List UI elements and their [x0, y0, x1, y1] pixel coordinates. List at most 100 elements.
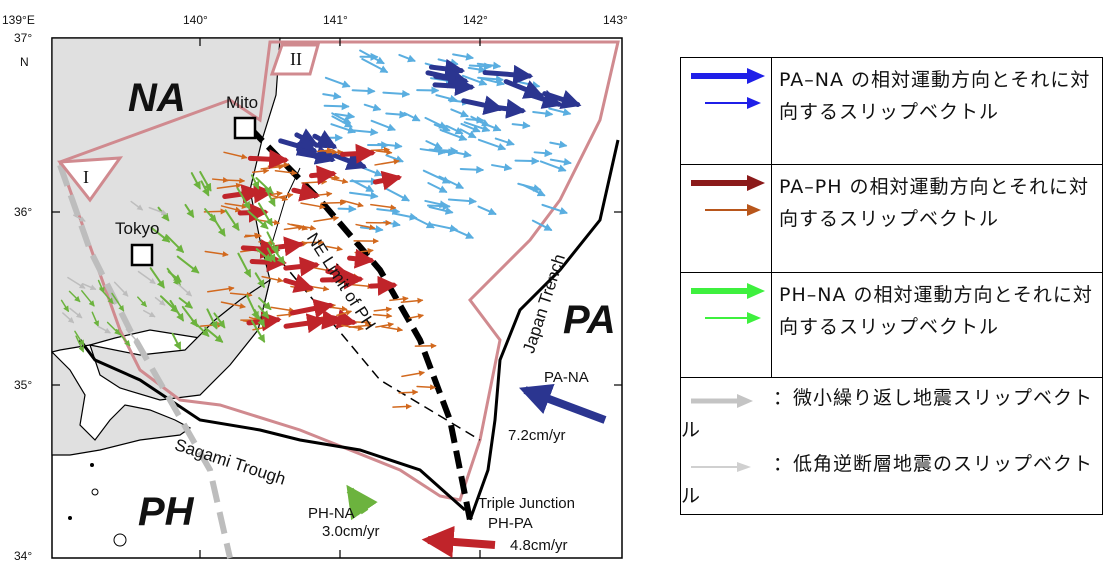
plate-label-na: NA [128, 76, 186, 120]
slip-vector-darkblue [503, 79, 545, 99]
lat-tick-34: 34° [14, 549, 33, 563]
slip-vector-red [247, 149, 290, 170]
slip-vector-red [237, 202, 269, 223]
slip-vector-orange [243, 232, 261, 239]
gray-arrow-icon [681, 389, 773, 409]
slip-vector-orange [408, 313, 424, 320]
slip-vector-blue [465, 115, 485, 124]
slip-vector-orange [229, 291, 253, 298]
slip-vector-green [97, 279, 105, 294]
slip-vector-green [213, 312, 226, 329]
slip-vector-blue [428, 206, 454, 215]
slip-vector-orange [274, 169, 298, 176]
legend-footer-thrust: ：低角逆断層地震のスリップベクトル [681, 448, 1102, 512]
arrow-right-icon [691, 175, 765, 216]
slip-vector-green [210, 213, 226, 237]
slip-vector-green [267, 241, 285, 265]
slip-vector-blue [382, 89, 411, 98]
lat-hemisphere: N [20, 55, 29, 69]
slip-vector-darkblue [428, 58, 466, 79]
slip-vector-red [283, 273, 315, 293]
slip-vector-green [199, 170, 212, 192]
slip-vector-green [91, 311, 99, 327]
slip-vector-darkblue [432, 76, 476, 97]
slip-vector-blue [435, 94, 458, 103]
slip-vector-green [115, 329, 131, 347]
lat-tick-36: 36° [14, 205, 33, 219]
slip-vector-green [255, 177, 274, 195]
slip-vector-darkblue [482, 64, 534, 85]
slip-vector-green [149, 267, 165, 289]
slip-vector-blue [517, 182, 542, 192]
slip-vector-green [74, 330, 85, 347]
slip-vectors [60, 49, 582, 410]
slip-vector-green [68, 290, 81, 303]
slip-vector-red [249, 252, 287, 273]
slip-vector-blue [385, 110, 408, 119]
slip-vector-blue [494, 137, 515, 147]
lon-tick-141: 141° [323, 13, 348, 27]
slip-vector-green [176, 255, 200, 274]
slip-vector-blue [477, 205, 497, 216]
slip-vector-gray [113, 281, 129, 297]
slip-vector-green [178, 297, 193, 309]
legend-icon-pa-ph [681, 165, 772, 272]
slip-vector-orange [389, 295, 409, 302]
slip-vector-orange [398, 389, 419, 396]
slip-vector-blue [439, 128, 468, 141]
slip-vector-darkblue [312, 130, 338, 149]
slip-vector-green [150, 226, 171, 243]
pa-na-rate: 7.2cm/yr [508, 427, 566, 444]
slip-vector-orange [372, 312, 393, 319]
legend-footer-repeaters-text: ：微小繰り返し地震スリップベクトル [681, 387, 1094, 441]
slip-vector-blue [428, 146, 459, 155]
slip-vector-orange [373, 306, 393, 313]
slip-vector-darkblue [461, 95, 504, 115]
slip-vector-blue [361, 58, 389, 73]
slip-vector-red [240, 239, 281, 260]
mito-square [233, 116, 257, 140]
slip-vector-blue [331, 115, 353, 128]
slip-vector-gray [137, 270, 156, 285]
lon-tick-142: 142° [463, 13, 488, 27]
slip-vector-green [111, 292, 125, 312]
slip-vector-green [246, 294, 259, 320]
slip-vector-blue [330, 123, 357, 134]
plate-label-pa: PA [563, 298, 616, 342]
legend-footer-repeaters: ：微小繰り返し地震スリップベクトル [681, 382, 1102, 446]
slip-vector-orange [207, 285, 235, 293]
izu-coast [51, 350, 192, 456]
legend-row-ph-na: PH–NA の相対運動方向とそれに対向するスリップベクトル [681, 273, 1102, 378]
slip-vector-blue [398, 53, 416, 63]
slip-vector-orange [320, 199, 347, 206]
slip-vector-blue [322, 91, 342, 100]
slip-vector-green [75, 335, 84, 353]
slip-vector-orange [300, 202, 326, 210]
slip-vector-orange [370, 203, 397, 211]
slip-vector-gray [148, 206, 168, 216]
slip-vector-red [291, 182, 320, 202]
slip-vector-orange [326, 245, 343, 252]
region-2-box [269, 43, 320, 76]
slip-vector-green [266, 231, 279, 255]
slip-vector-green [264, 186, 276, 207]
pa-na-motion-arrow [519, 384, 607, 424]
legend-footer-thrust-text: ：低角逆断層地震のスリップベクトル [681, 453, 1094, 507]
slip-vector-green [184, 203, 195, 219]
slip-vector-blue [377, 141, 403, 150]
slip-vector-blue [511, 121, 531, 130]
slip-vector-green [258, 297, 272, 311]
slip-vector-blue [533, 149, 553, 158]
legend-text-ph-na: PH–NA の相対運動方向とそれに対向するスリップベクトル [779, 284, 1093, 338]
plate-label-ph: PH [138, 490, 194, 534]
japan-trench-line [468, 139, 620, 521]
legend-text-pa-na: PA–NA の相対運動方向とそれに対向するスリップベクトル [779, 69, 1091, 123]
slip-vector-gray [69, 307, 83, 319]
slip-vector-orange [340, 199, 364, 208]
slip-vector-blue [549, 157, 572, 166]
slab-region-outline [58, 40, 620, 502]
slip-vector-blue [549, 140, 568, 149]
slip-vector-green [224, 209, 240, 231]
slip-vector-green [254, 272, 265, 289]
slip-vector-blue [541, 203, 568, 215]
